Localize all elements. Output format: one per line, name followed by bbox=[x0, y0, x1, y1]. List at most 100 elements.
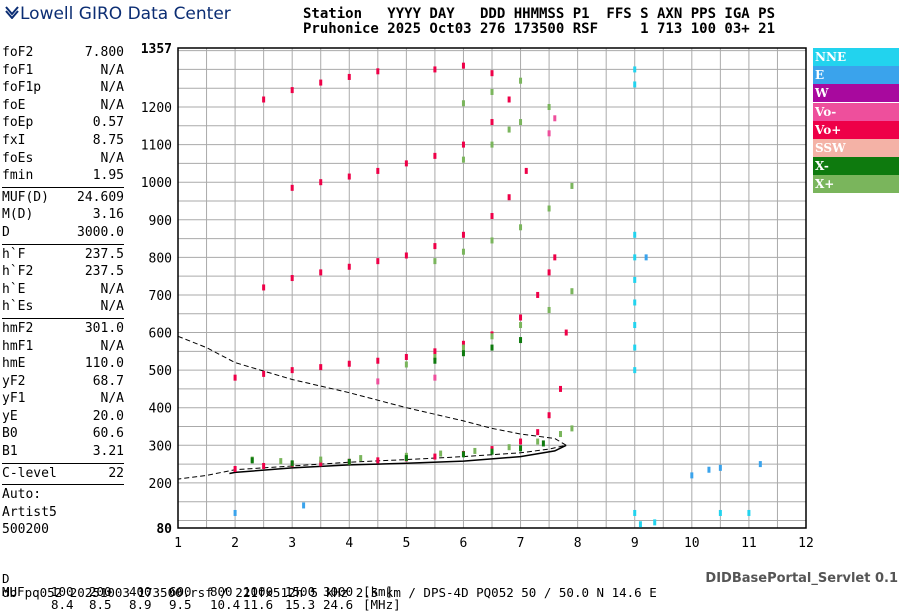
data-point bbox=[461, 451, 465, 458]
param-name: hmF2 bbox=[2, 320, 34, 336]
param-group-2: MUF(D) 24.609 M(D) 3.16 D 3000.0 bbox=[2, 189, 124, 242]
data-point bbox=[758, 461, 762, 468]
data-point bbox=[638, 521, 642, 528]
param-name: fmin bbox=[2, 168, 34, 184]
data-point bbox=[290, 367, 294, 374]
data-point bbox=[376, 258, 380, 265]
data-point bbox=[433, 243, 437, 250]
data-point bbox=[376, 167, 380, 174]
logo: Lowell GIRO Data Center bbox=[4, 3, 231, 24]
x-tick-label: 10 bbox=[684, 536, 700, 551]
param-row: yF1 N/A bbox=[2, 390, 124, 408]
param-row: B0 60.6 bbox=[2, 425, 124, 443]
param-value: 3.16 bbox=[92, 207, 124, 223]
x-tick-label: 12 bbox=[798, 536, 814, 551]
data-point bbox=[633, 322, 637, 329]
data-point bbox=[359, 455, 363, 462]
data-point bbox=[250, 457, 254, 464]
param-row: foF1p N/A bbox=[2, 79, 124, 97]
data-point bbox=[559, 385, 563, 392]
data-point bbox=[553, 115, 557, 122]
legend-item: X- bbox=[813, 157, 899, 176]
servlet-label: DIDBasePortal_Servlet 0.1 bbox=[705, 571, 898, 586]
legend-item: SSW bbox=[813, 138, 899, 157]
data-point bbox=[690, 472, 694, 479]
param-row: D 3000.0 bbox=[2, 224, 124, 242]
param-value: 301.0 bbox=[84, 320, 124, 336]
param-value: 24.609 bbox=[77, 189, 124, 205]
data-point bbox=[290, 275, 294, 282]
data-point bbox=[404, 361, 408, 368]
data-point bbox=[633, 231, 637, 238]
data-point bbox=[718, 509, 722, 516]
y-tick-label: 900 bbox=[149, 214, 172, 229]
param-divider bbox=[2, 243, 124, 245]
param-name: C-level bbox=[2, 465, 57, 481]
data-point bbox=[319, 79, 323, 86]
data-point bbox=[404, 455, 408, 462]
y-tick-label: 1100 bbox=[141, 139, 172, 154]
distance-value: [km] bbox=[363, 584, 394, 599]
data-point bbox=[570, 425, 574, 432]
param-name: h`Es bbox=[2, 299, 34, 315]
param-row: hmE 110.0 bbox=[2, 355, 124, 373]
data-point bbox=[570, 182, 574, 189]
y-tick-label: 1357 bbox=[141, 42, 172, 57]
footer-info: db pq052 20251003 173500.rsf / 221fx512h… bbox=[2, 585, 657, 600]
data-point bbox=[519, 119, 523, 126]
lowell-chevron-icon bbox=[4, 3, 20, 24]
data-point bbox=[233, 465, 237, 472]
data-point bbox=[302, 502, 306, 509]
param-row: foE N/A bbox=[2, 97, 124, 115]
data-point bbox=[461, 100, 465, 107]
data-point bbox=[347, 458, 351, 465]
distance-value: 1000 bbox=[243, 584, 274, 599]
legend-item: NNE bbox=[813, 48, 899, 66]
data-point bbox=[376, 378, 380, 385]
data-point bbox=[376, 357, 380, 364]
data-point bbox=[490, 88, 494, 95]
data-point bbox=[376, 68, 380, 75]
data-point bbox=[262, 96, 266, 103]
param-row: hmF1 N/A bbox=[2, 338, 124, 356]
data-point bbox=[547, 412, 551, 419]
x-tick-label: 11 bbox=[741, 536, 757, 551]
auto-line: 500200 bbox=[2, 522, 49, 538]
data-point bbox=[404, 252, 408, 259]
legend-item: W bbox=[813, 84, 899, 103]
data-point bbox=[233, 374, 237, 381]
data-point bbox=[490, 70, 494, 77]
param-value: 110.0 bbox=[84, 356, 124, 372]
data-point bbox=[633, 254, 637, 261]
param-value: 3.21 bbox=[92, 444, 124, 460]
data-point bbox=[490, 448, 494, 455]
data-point bbox=[633, 276, 637, 283]
data-point bbox=[433, 353, 437, 360]
param-row: C-level 22 bbox=[2, 465, 124, 483]
param-group-1: foF2 7.800 foF1 N/A foF1p N/A foE N/A foEp 0.57 fx… bbox=[2, 44, 124, 185]
muf-label: MUF bbox=[2, 584, 25, 599]
data-point bbox=[319, 269, 323, 276]
param-row: h`E N/A bbox=[2, 281, 124, 299]
param-name: yE bbox=[2, 408, 18, 424]
data-point bbox=[461, 344, 465, 351]
param-value: 22 bbox=[108, 465, 124, 481]
data-point bbox=[507, 96, 511, 103]
param-name: h`F2 bbox=[2, 264, 34, 280]
param-value: N/A bbox=[100, 299, 124, 315]
data-point bbox=[519, 314, 523, 321]
param-name: h`F bbox=[2, 246, 26, 262]
data-point bbox=[347, 173, 351, 180]
param-name: D bbox=[2, 224, 10, 240]
param-group-3: h`F 237.5 h`F2 237.5 h`E N/A h`Es N/A bbox=[2, 246, 124, 316]
y-tick-label: 500 bbox=[149, 364, 172, 379]
data-point bbox=[541, 440, 545, 447]
param-name: foEs bbox=[2, 150, 34, 166]
data-point bbox=[633, 367, 637, 374]
data-point bbox=[507, 194, 511, 201]
param-divider bbox=[2, 317, 124, 319]
param-value: N/A bbox=[100, 97, 124, 113]
param-name: yF2 bbox=[2, 373, 26, 389]
data-point bbox=[633, 344, 637, 351]
